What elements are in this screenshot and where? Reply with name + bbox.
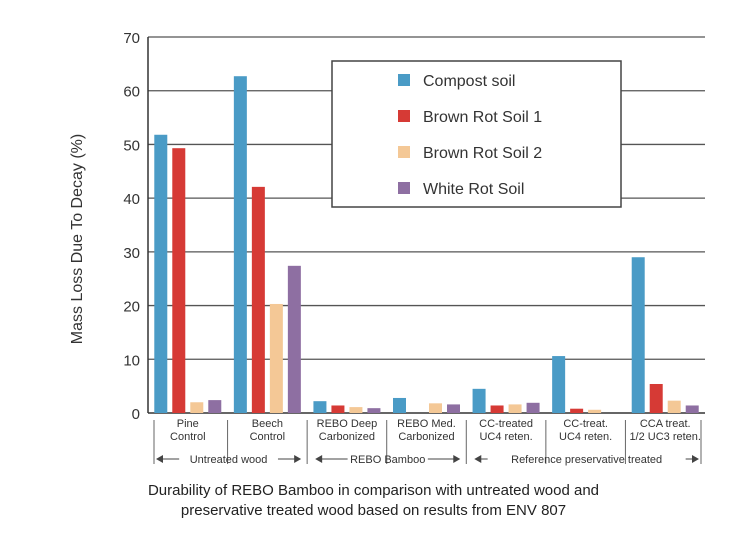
- bar: [190, 402, 204, 413]
- bar: [393, 397, 406, 413]
- y-tick-label: 10: [123, 352, 140, 369]
- legend-box: [331, 60, 622, 208]
- y-axis-label: Mass Loss Due To Decay (%): [69, 134, 86, 344]
- bar: [331, 405, 345, 413]
- y-tick-label: 50: [123, 137, 140, 154]
- caption-line-1: Durability of REBO Bamboo in comparison …: [147, 482, 600, 499]
- y-tick-label: 40: [123, 191, 140, 208]
- legend-swatch: [398, 146, 410, 158]
- bar: [349, 407, 363, 413]
- x-tick-label: CC-treat. UC4 reten.: [559, 418, 612, 443]
- bar: [154, 134, 168, 413]
- bar: [172, 148, 186, 413]
- y-tick-label: 70: [123, 30, 140, 47]
- bar: [313, 401, 327, 413]
- bar: [508, 404, 522, 413]
- caption-line-2: preservative treated wood based on resul…: [180, 502, 567, 519]
- x-tick-label: Pine Control: [170, 418, 205, 443]
- legend-layer: Compost soil Brown Rot Soil 1 Brown Rot So…: [331, 60, 622, 208]
- bar-chart: 0 10 20 30 40 50 60 70 Pine Control Beech Control RE…: [69, 30, 705, 466]
- bar: [472, 388, 486, 413]
- x-tick-label: REBO Deep Carbonized: [317, 418, 378, 443]
- x-tick-label: CC-treated UC4 reten.: [479, 418, 533, 443]
- legend-swatch: [398, 110, 410, 122]
- axis-layer: 0 10 20 30 40 50 60 70 Pine Control Beech Control RE…: [123, 30, 702, 466]
- legend-label: Brown Rot Soil 2: [423, 145, 542, 162]
- legend-swatch: [398, 182, 410, 194]
- arrow-left-icon: [156, 455, 163, 463]
- arrow-left-icon: [474, 455, 482, 463]
- bar: [287, 265, 301, 413]
- bar: [667, 400, 681, 413]
- bar: [429, 403, 442, 413]
- group-label: REBO Bamboo: [350, 454, 425, 466]
- bar: [570, 408, 584, 413]
- group-label: Reference preservative treated: [511, 454, 662, 466]
- legend-label: Compost soil: [423, 73, 515, 90]
- bars-layer: [154, 76, 699, 413]
- legend-swatch: [398, 74, 410, 86]
- bar: [631, 257, 645, 413]
- bar: [526, 402, 540, 413]
- bar: [588, 409, 602, 413]
- x-tick-label: REBO Med. Carbonized: [397, 418, 456, 443]
- bar: [490, 405, 504, 413]
- x-tick-label: CCA treat. 1/2 UC3 reten.: [629, 418, 701, 443]
- arrow-right-icon: [294, 455, 302, 463]
- legend-label: Brown Rot Soil 1: [423, 109, 542, 126]
- bar: [685, 405, 699, 413]
- x-tick-label: Beech Control: [250, 418, 285, 443]
- y-tick-label: 30: [123, 245, 140, 262]
- arrow-right-icon: [692, 455, 699, 463]
- bar: [552, 356, 566, 413]
- y-tick-label: 60: [123, 84, 140, 101]
- y-tick-label: 0: [132, 406, 140, 423]
- bar: [367, 408, 381, 413]
- arrow-right-icon: [453, 455, 461, 463]
- bar: [208, 400, 222, 413]
- legend-label: White Rot Soil: [423, 181, 524, 198]
- group-label: Untreated wood: [190, 454, 268, 466]
- bar: [447, 404, 460, 413]
- bar: [233, 76, 247, 413]
- bar: [269, 303, 283, 413]
- arrow-left-icon: [315, 455, 323, 463]
- bar: [251, 186, 265, 413]
- y-tick-label: 20: [123, 299, 140, 316]
- bar: [649, 383, 663, 413]
